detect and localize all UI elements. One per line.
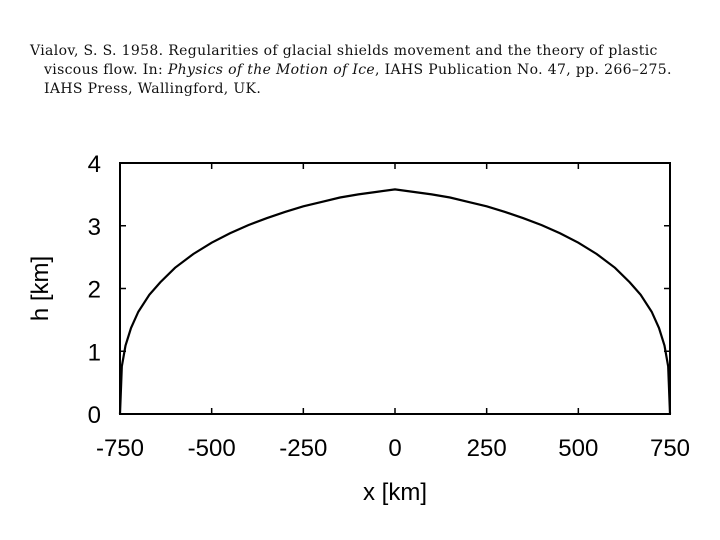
y-tick-label: 3 (88, 214, 101, 241)
y-tick-label: 1 (88, 339, 101, 366)
y-tick-label: 2 (88, 277, 101, 304)
citation-line-2: viscous flow. In: Physics of the Motion … (30, 61, 690, 80)
plot-frame (119, 162, 671, 415)
x-tick-label: 750 (650, 435, 690, 462)
y-tick-label: 0 (88, 402, 101, 429)
x-tick-label: -250 (279, 435, 327, 462)
citation-text: , IAHS Publication No. 47, pp. 266–275. (375, 62, 672, 78)
x-tick-label: 250 (467, 435, 507, 462)
tick-marks (119, 162, 671, 415)
y-tick-label: 4 (88, 151, 101, 178)
citation-book-title: Physics of the Motion of Ice (167, 62, 376, 78)
citation-line-3: IAHS Press, Wallingford, UK. (44, 81, 262, 97)
x-tick-label: -500 (188, 435, 236, 462)
x-tick-label: 500 (558, 435, 598, 462)
citation-text: viscous flow. In: (44, 62, 168, 78)
y-axis-label: h [km] (27, 256, 54, 321)
x-tick-label: 0 (388, 435, 401, 462)
citation-line-1: Vialov, S. S. 1958. Regularities of glac… (30, 43, 658, 59)
tick-labels: -750 -500 -250 0 250 500 750 0 1 2 3 4 (88, 151, 690, 462)
citation: Vialov, S. S. 1958. Regularities of glac… (30, 42, 690, 99)
x-axis-label: x [km] (363, 479, 427, 506)
profile-line (118, 188, 672, 415)
x-tick-label: -750 (96, 435, 144, 462)
